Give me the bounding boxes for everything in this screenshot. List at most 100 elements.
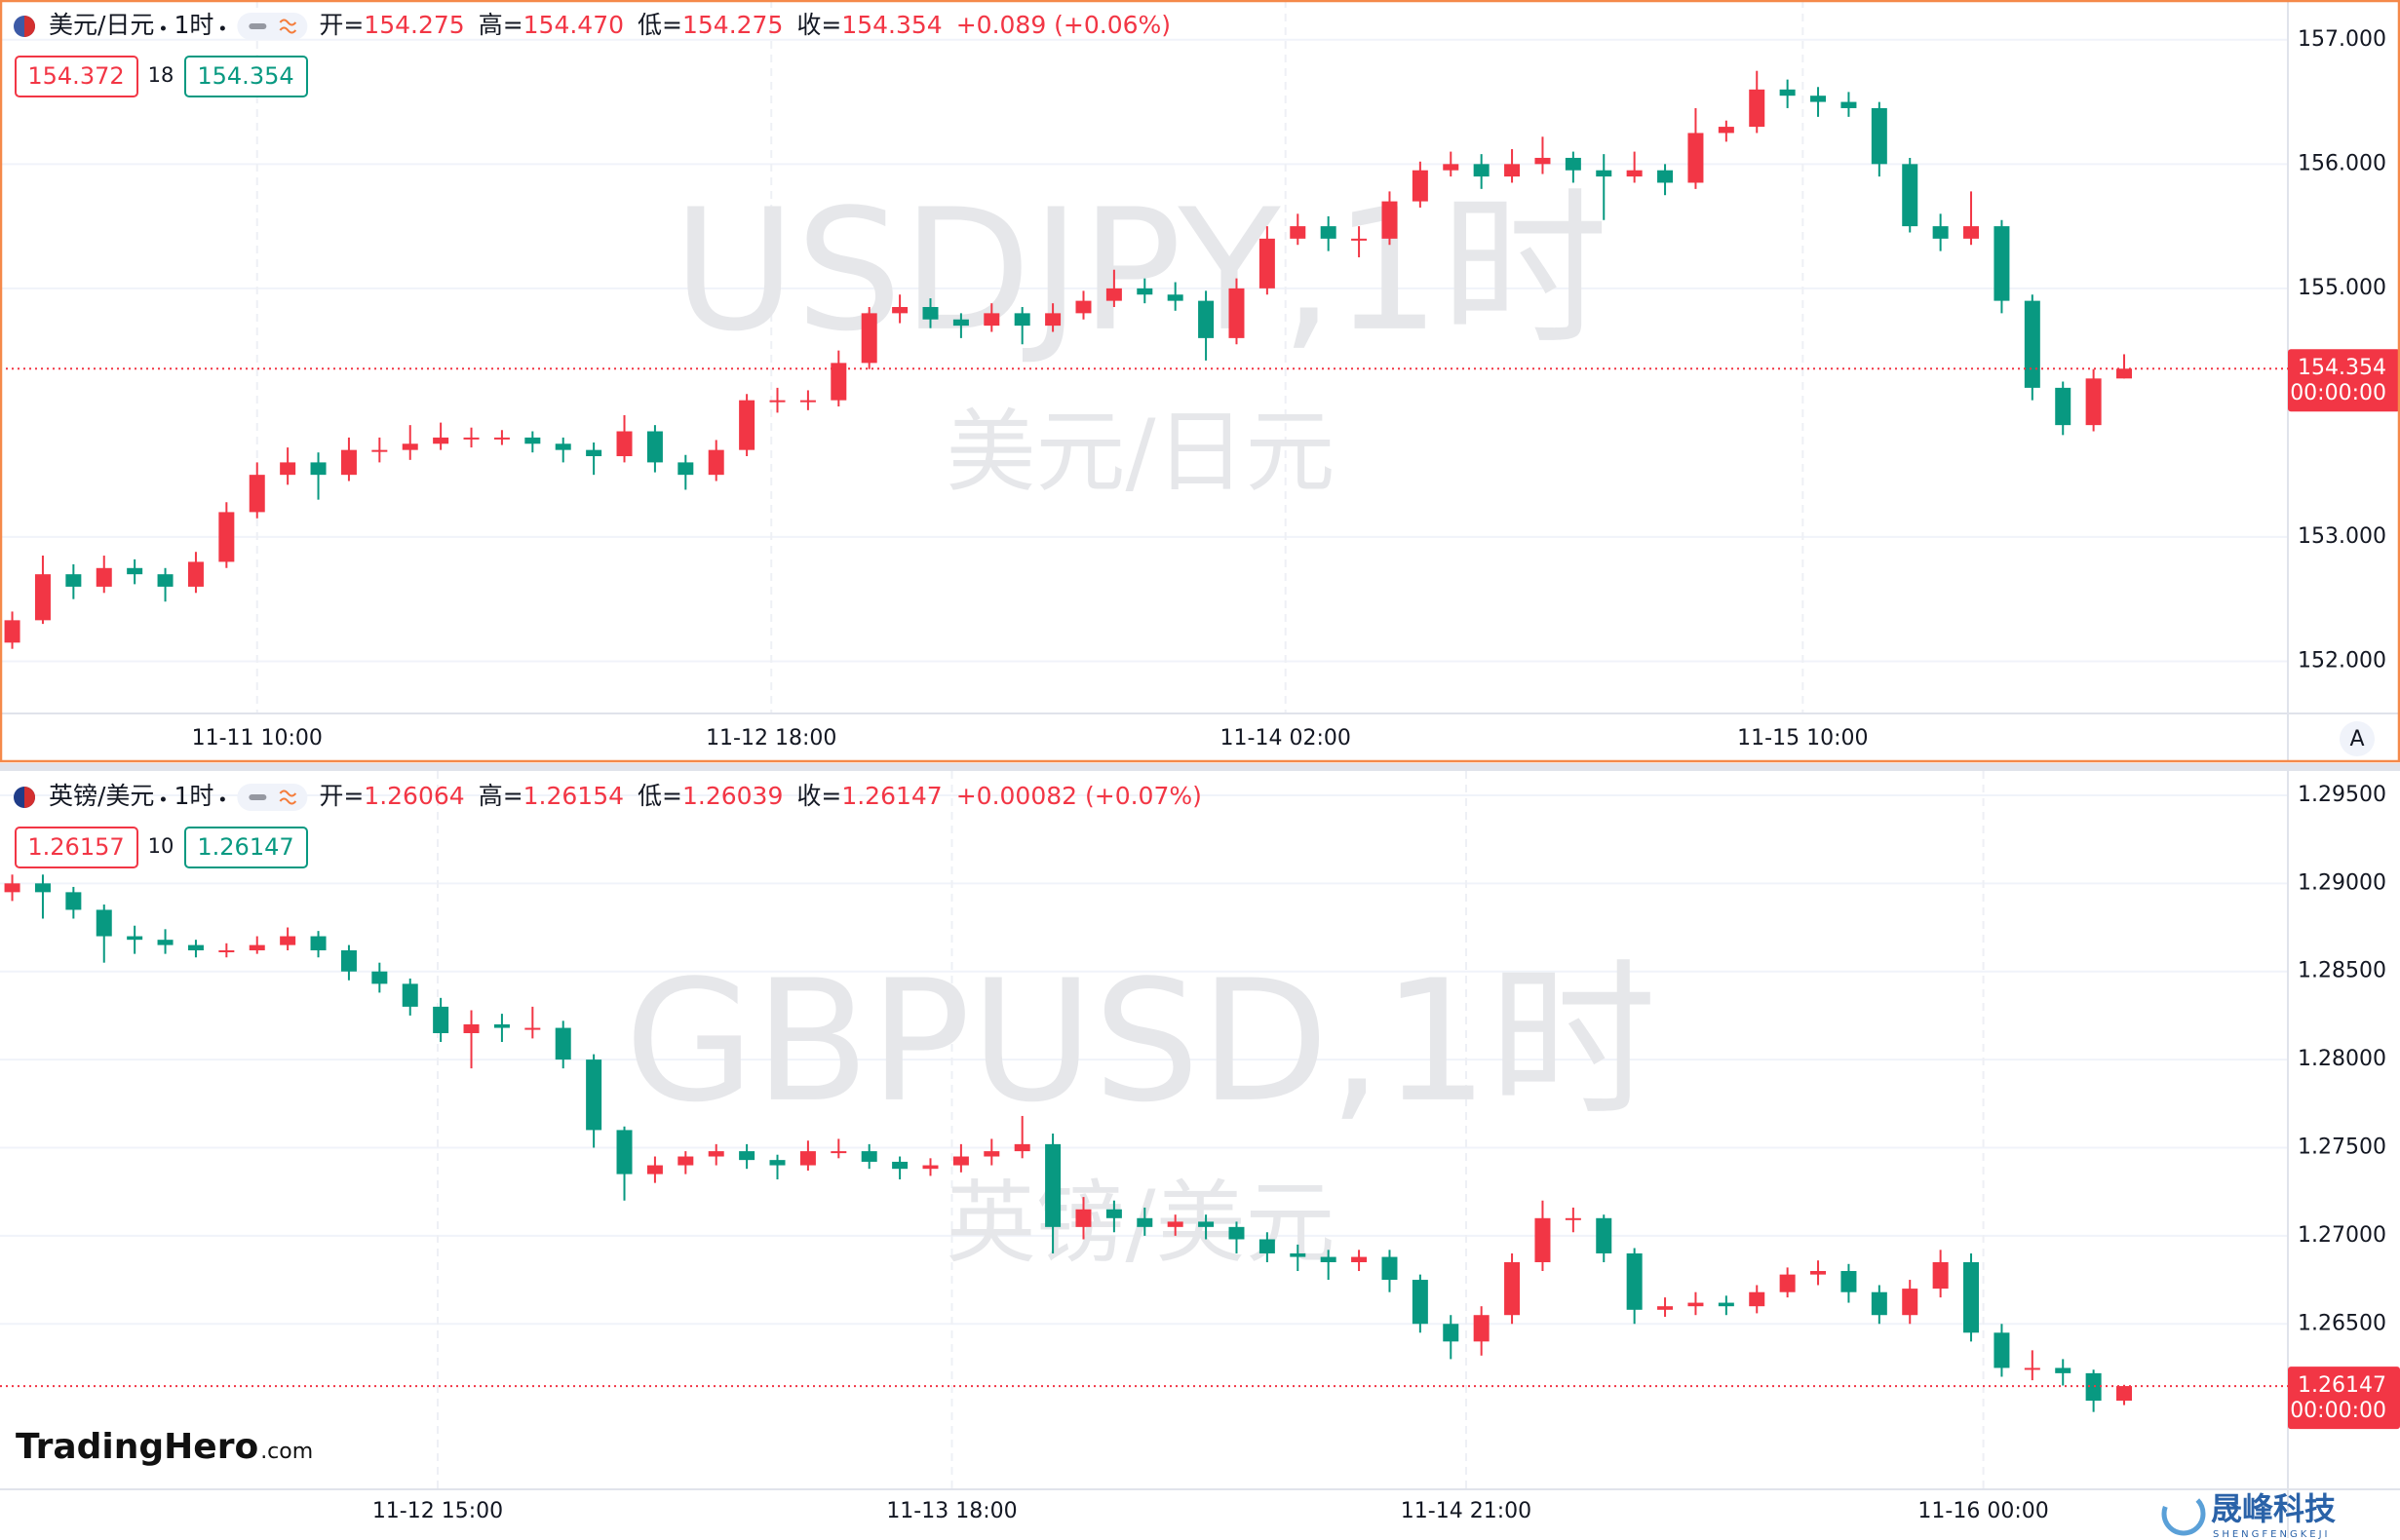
candle-body	[1626, 1252, 1643, 1310]
candle-body	[127, 567, 143, 575]
candle-body	[1473, 1315, 1490, 1342]
candle-body	[1258, 1239, 1275, 1253]
candle-body	[187, 561, 204, 587]
candle-body	[1779, 89, 1796, 96]
candle-body	[310, 462, 327, 476]
candle-body	[1657, 1306, 1674, 1310]
candle-body	[1167, 294, 1183, 301]
candle-body	[1290, 1252, 1306, 1257]
candle-body	[187, 944, 204, 951]
candle-body	[4, 883, 20, 893]
watermark: GBPUSD,1时	[625, 943, 1657, 1139]
ohlc-label: 高=	[479, 782, 523, 810]
candle-body	[616, 1130, 633, 1174]
candle-body	[739, 400, 755, 450]
candle-body	[646, 431, 663, 463]
candle-body	[1320, 226, 1336, 239]
autoscale-button[interactable]	[2340, 721, 2375, 756]
ohlc-label: 高=	[479, 11, 523, 39]
candle-body	[708, 449, 724, 476]
ask-price: 154.354	[197, 62, 293, 90]
candle-body	[65, 892, 82, 910]
panel-separator	[0, 763, 2400, 771]
candle-body	[1810, 1271, 1827, 1275]
candle-body	[952, 319, 969, 327]
ohlc-label: 开=	[319, 11, 364, 39]
candle-body	[1840, 1271, 1857, 1292]
x-tick-label: 11-12 18:00	[706, 726, 836, 751]
brand: 晟峰科技	[2211, 1490, 2336, 1527]
bid-box[interactable]	[15, 56, 138, 97]
candle-body	[1718, 1302, 1734, 1307]
logo: TradingHero	[16, 1427, 258, 1467]
candle-body	[1228, 288, 1245, 338]
toggle-pill[interactable]	[237, 784, 308, 811]
candle-body	[1045, 313, 1062, 327]
spread: 18	[148, 63, 174, 87]
y-tick-label: 152.000	[2298, 648, 2386, 673]
candle-body	[157, 574, 174, 587]
candle-body	[402, 983, 418, 1007]
change: +0.089 (+0.06%)	[956, 11, 1171, 39]
candle-body	[2116, 368, 2133, 379]
candle-body	[1014, 313, 1030, 327]
candle-body	[1749, 89, 1765, 128]
candle-body	[34, 574, 51, 621]
candle-body	[433, 1006, 449, 1033]
candle-body	[1932, 1261, 1949, 1290]
candle-body	[1902, 164, 1918, 227]
ohlc-value: 154.354	[841, 11, 942, 39]
x-tick-label: 11-12 15:00	[372, 1499, 503, 1523]
separator-dot	[219, 796, 225, 802]
candle-body	[1626, 170, 1643, 177]
y-tick-label: 1.28500	[2298, 959, 2386, 983]
candle-body	[861, 313, 877, 364]
candle-body	[555, 443, 571, 450]
candle-body	[1687, 1302, 1704, 1307]
ohlc-value: 154.470	[523, 11, 624, 39]
bid-box[interactable]	[15, 827, 138, 868]
x-tick-label: 11-11 10:00	[192, 726, 323, 751]
candle-body	[2085, 378, 2102, 426]
ohlc-value: 1.26147	[841, 782, 942, 810]
candle-body	[677, 462, 694, 476]
symbol: 英镑/美元	[49, 782, 154, 810]
x-tick-label: 11-14 02:00	[1220, 726, 1351, 751]
candle-body	[1443, 164, 1459, 171]
candle-body	[463, 437, 480, 440]
y-tick-label: 1.27000	[2298, 1223, 2386, 1248]
y-tick-label: 1.26500	[2298, 1311, 2386, 1335]
candle-body	[433, 437, 449, 444]
candle-body	[1412, 1280, 1428, 1325]
panel-border	[0, 0, 2400, 763]
ask-box[interactable]	[184, 56, 308, 97]
candle-body	[310, 936, 327, 951]
candle-body	[1504, 1261, 1521, 1316]
candle-body	[249, 944, 265, 951]
brand-latin: SHENGFENGKEJI	[2213, 1529, 2331, 1540]
toggle-pill[interactable]	[237, 13, 308, 40]
candle-body	[616, 431, 633, 457]
ask-box[interactable]	[184, 827, 308, 868]
candle-body	[218, 512, 235, 562]
autoscale-label: A	[2349, 727, 2364, 751]
candle-body	[892, 306, 909, 314]
candle-body	[2024, 300, 2040, 388]
change: +0.00082 (+0.07%)	[956, 782, 1202, 810]
candle-body	[463, 1023, 480, 1033]
candle-body	[739, 1151, 755, 1161]
toggle-wave	[279, 789, 297, 805]
candle-body	[157, 940, 174, 945]
last-price-label: 154.354	[2298, 356, 2386, 380]
candle-body	[769, 400, 786, 403]
candle-body	[677, 1156, 694, 1166]
candle-body	[2116, 1386, 2133, 1402]
candle-body	[799, 1151, 816, 1166]
candle-body	[1137, 288, 1153, 295]
ohlc-value: 1.26039	[682, 782, 783, 810]
candle-body	[218, 950, 235, 953]
candle-body	[280, 936, 296, 945]
ohlc-label: 低=	[638, 11, 682, 39]
candle-body	[984, 1151, 1000, 1157]
